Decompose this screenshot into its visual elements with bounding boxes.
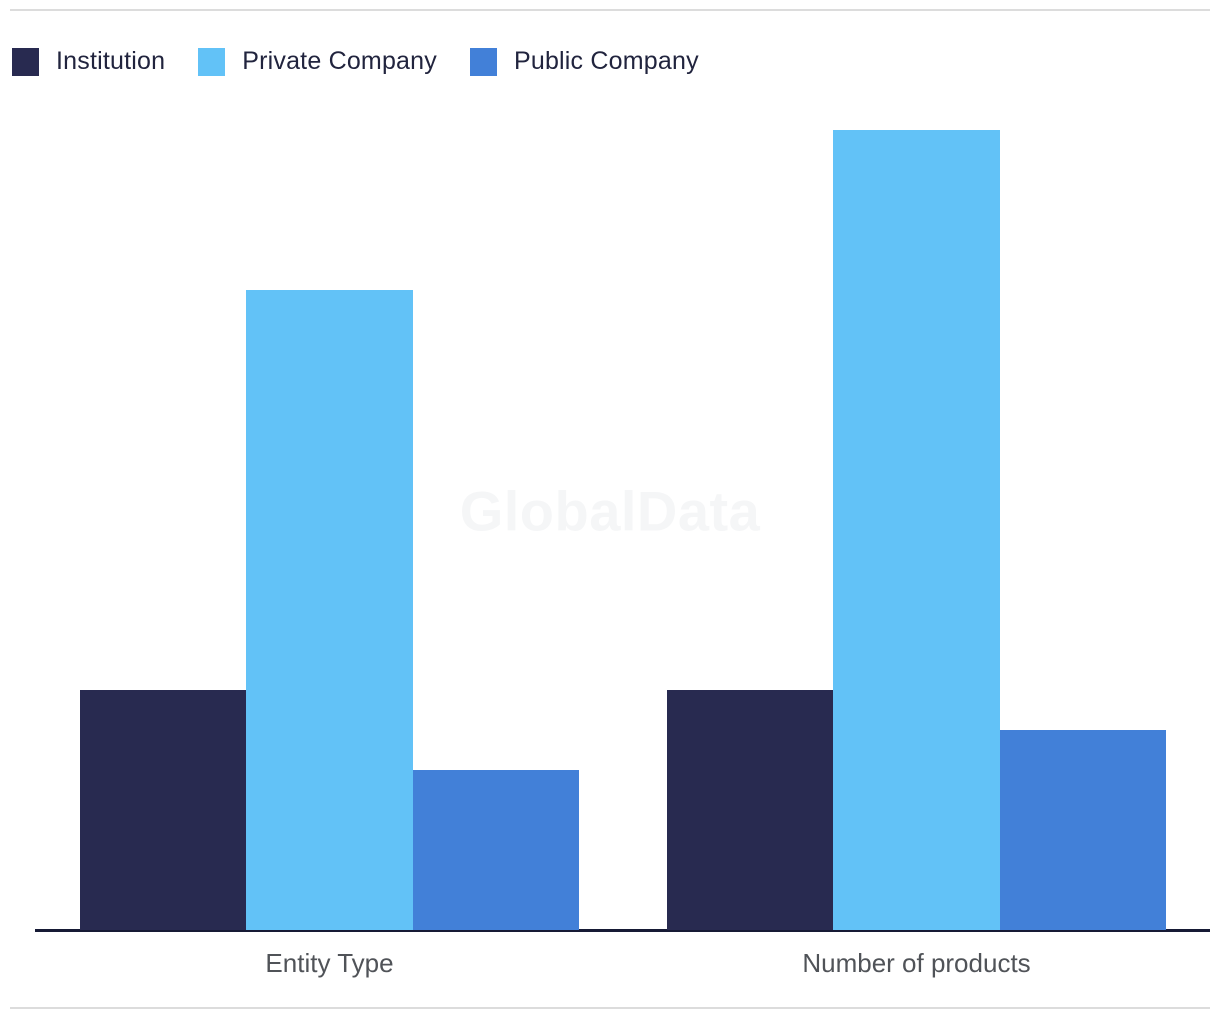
chart-legend: Institution Private Company Public Company <box>12 47 732 76</box>
x-axis-line <box>35 929 1210 932</box>
globaldata-watermark: GlobalData <box>459 479 761 543</box>
category-label-entity-type: Entity Type <box>265 948 394 978</box>
top-divider <box>10 9 1210 11</box>
bar-institution-number-of-products <box>667 690 834 930</box>
legend-label: Public Company <box>513 47 699 75</box>
bar-public-company-number-of-products <box>999 730 1166 930</box>
private-company-swatch-icon <box>198 47 226 76</box>
bar-private-company-number-of-products <box>833 130 1000 930</box>
legend-item-public-company[interactable]: Public Company <box>469 47 699 76</box>
institution-swatch-icon <box>12 47 39 76</box>
bar-private-company-entity-type <box>246 290 413 930</box>
legend-item-private-company[interactable]: Private Company <box>198 47 437 76</box>
bottom-divider <box>10 1007 1210 1009</box>
legend-label: Institution <box>56 47 166 75</box>
bar-institution-entity-type <box>80 690 247 930</box>
category-label-number-of-products: Number of products <box>802 948 1031 978</box>
legend-label: Private Company <box>242 47 437 75</box>
legend-item-institution[interactable]: Institution <box>12 47 165 76</box>
bar-public-company-entity-type <box>412 770 579 930</box>
public-company-swatch-icon <box>469 47 497 76</box>
